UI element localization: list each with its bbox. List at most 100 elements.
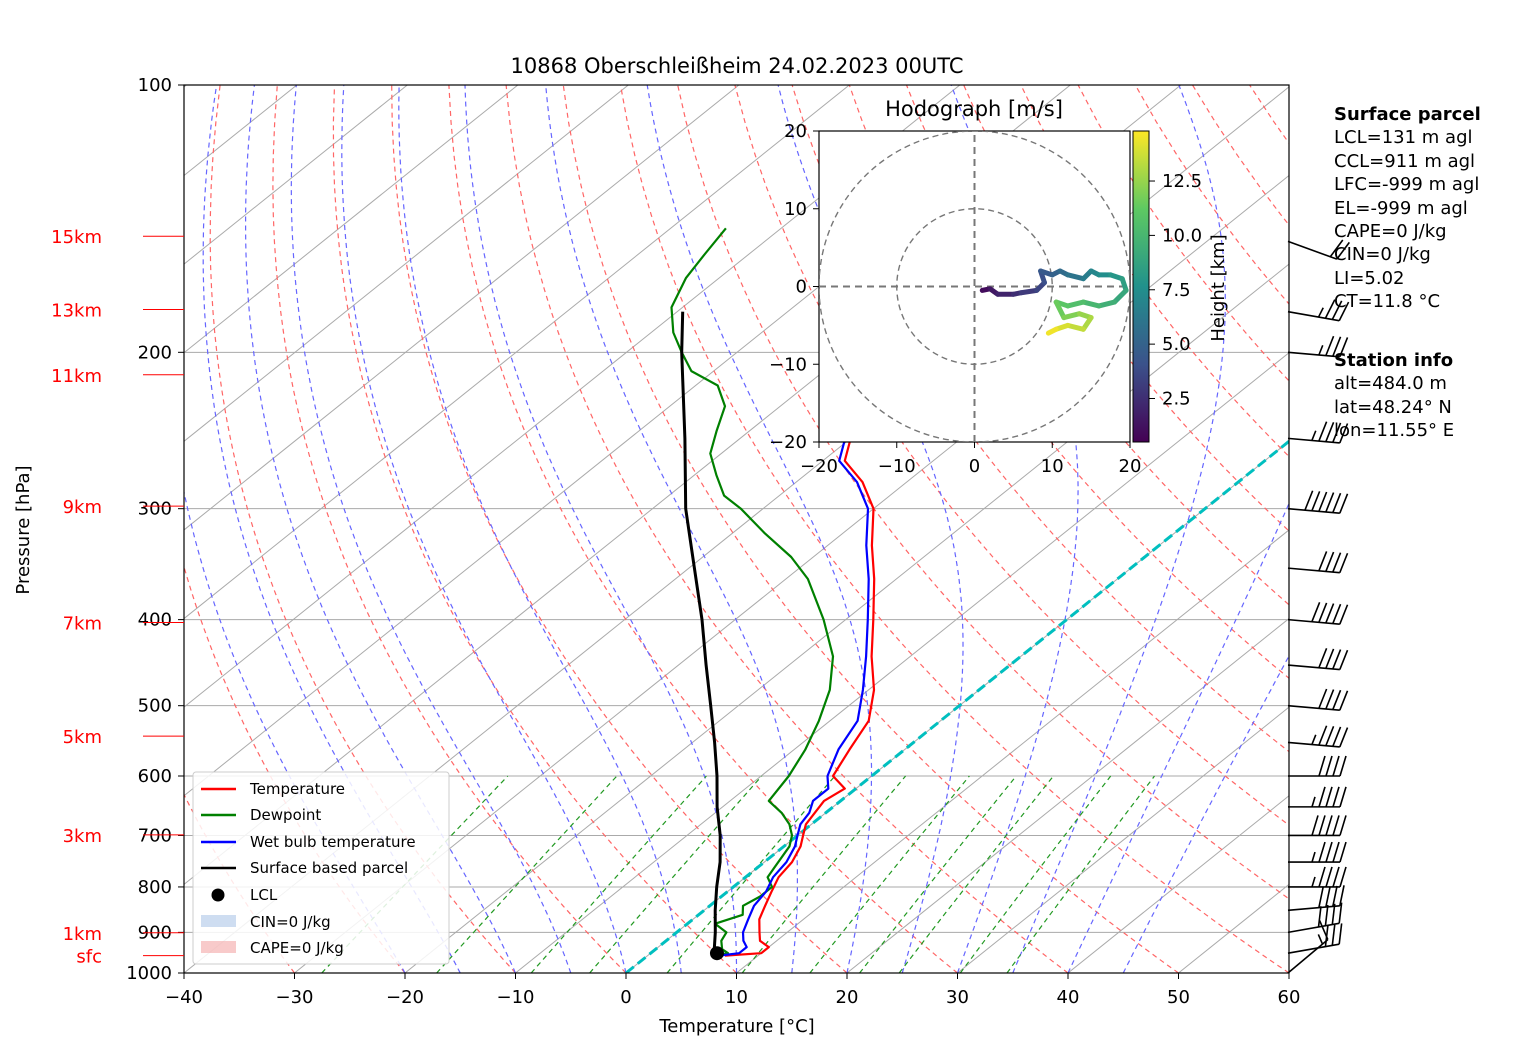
isotherm-line	[846, 617, 1289, 973]
legend-lcl-marker	[211, 888, 225, 902]
legend-dewpoint-label: Dewpoint	[250, 806, 321, 824]
barb-flag	[1318, 725, 1328, 746]
isotherm-line	[515, 352, 1289, 973]
wind-barb	[1288, 815, 1347, 837]
isotherm-line	[184, 85, 961, 708]
colorbar-tick-label: 12.5	[1162, 171, 1202, 192]
barb-flag	[1338, 923, 1343, 945]
y-axis-label: Pressure [hPa]	[13, 465, 34, 594]
barb-flag	[1311, 491, 1321, 512]
barb-flag	[1339, 690, 1349, 711]
isotherm-line	[736, 529, 1289, 973]
info-alt: alt=484.0 m	[1334, 373, 1447, 395]
info-lon: lon=11.55° E	[1334, 420, 1455, 442]
x-tick-label: 30	[946, 987, 969, 1008]
barb-shaft	[1287, 741, 1340, 748]
x-tick-label: 20	[836, 987, 859, 1008]
mixing-ratio-line	[898, 775, 1054, 973]
mixing-ratio-line	[589, 775, 763, 973]
dry-adiabat	[734, 85, 1289, 826]
height-label: 13km	[51, 301, 102, 322]
station-info: Station info alt=484.0 m lat=48.24° N lo…	[1334, 349, 1454, 443]
barb-flag	[1325, 689, 1335, 710]
barb-flag	[1332, 492, 1342, 513]
isotherm-line	[404, 263, 1289, 973]
moist-adiabat	[1067, 502, 1289, 973]
freezing-isotherm	[625, 439, 1289, 973]
legend-parcel-label: Surface based parcel	[250, 859, 408, 877]
hodo-y-tick-label: −20	[769, 432, 807, 453]
wind-barb	[1287, 602, 1349, 625]
height-label: sfc	[76, 947, 102, 968]
wind-barb	[1288, 786, 1347, 808]
barb-flag	[1304, 490, 1314, 511]
barb-flag	[1325, 886, 1331, 908]
x-tick-label: 10	[725, 987, 748, 1008]
barb-flag	[1339, 866, 1347, 888]
isotherm-line	[184, 85, 850, 620]
barb-flag	[1325, 551, 1335, 572]
isotherm-line	[184, 85, 408, 265]
wind-barb	[1287, 902, 1343, 934]
hodograph-trace	[979, 268, 1129, 336]
legend-cin-label: CIN=0 J/kg	[250, 913, 331, 931]
hodo-x-tick-label: 20	[1119, 456, 1142, 477]
moist-adiabat	[290, 85, 572, 973]
hodograph-axes: −20 −20 −10 −10 0 0 10 10 20 20	[769, 121, 1141, 477]
legend-box	[192, 771, 450, 965]
barb-half	[1311, 876, 1316, 888]
wind-barb	[1288, 755, 1347, 777]
barb-flag	[1332, 422, 1342, 443]
barb-flag	[1339, 649, 1349, 670]
barb-flag	[1332, 649, 1342, 670]
y-tick-label: 400	[138, 610, 172, 631]
isotherm-line	[184, 85, 629, 442]
y-tick-label: 600	[138, 766, 172, 787]
barb-flag	[1332, 336, 1342, 357]
hodograph-segment	[1096, 299, 1117, 309]
info-lfc: LFC=-999 m agl	[1334, 174, 1480, 196]
mixing-ratio-line	[859, 775, 1017, 973]
height-label: 15km	[51, 227, 102, 248]
barb-flag	[1329, 239, 1344, 258]
barb-shaft	[1287, 351, 1340, 358]
barb-flag	[1338, 902, 1343, 924]
hodo-y-tick-label: 0	[796, 277, 807, 298]
hodograph-title: Hodograph [m/s]	[885, 97, 1063, 121]
barb-flag	[1318, 841, 1326, 863]
colorbar-tick-label: 2.5	[1162, 389, 1191, 410]
legend-wetbulb-label: Wet bulb temperature	[250, 833, 416, 851]
barb-flag	[1339, 815, 1347, 836]
legend-temperature-label: Temperature	[249, 780, 345, 798]
hodograph-segment	[1045, 326, 1059, 336]
wind-barb	[1287, 725, 1349, 748]
barb-shaft	[1287, 664, 1340, 671]
y-tick-label: 500	[138, 696, 172, 717]
series-dewpoint	[670, 227, 835, 957]
barb-flag	[1318, 602, 1328, 623]
moist-adiabat	[245, 85, 517, 973]
hodograph-segment	[1111, 287, 1129, 305]
barb-flag	[1318, 491, 1328, 512]
barb-flag	[1339, 552, 1349, 573]
mixing-ratio-line	[809, 775, 970, 973]
barb-shaft	[1287, 507, 1340, 515]
legend: Temperature Dewpoint Wet bulb temperatur…	[192, 771, 450, 965]
dry-adiabat	[505, 85, 1069, 973]
barb-flag	[1325, 603, 1335, 624]
barb-shaft	[1287, 943, 1340, 955]
barb-flag	[1332, 689, 1342, 710]
isotherm-line	[294, 174, 1289, 973]
barb-flag	[1338, 301, 1350, 322]
barb-flag	[1339, 423, 1349, 444]
wind-barb	[1287, 421, 1349, 444]
x-axis-label: Temperature [°C]	[658, 1016, 814, 1037]
dry-adiabat	[562, 85, 1179, 973]
x-tick-label: −30	[276, 987, 314, 1008]
lcl-marker	[709, 946, 724, 961]
info-cin: CIN=0 J/kg	[1334, 244, 1431, 266]
wind-barb	[1287, 239, 1350, 260]
dry-adiabat	[209, 85, 516, 973]
barb-shaft	[1287, 704, 1340, 712]
